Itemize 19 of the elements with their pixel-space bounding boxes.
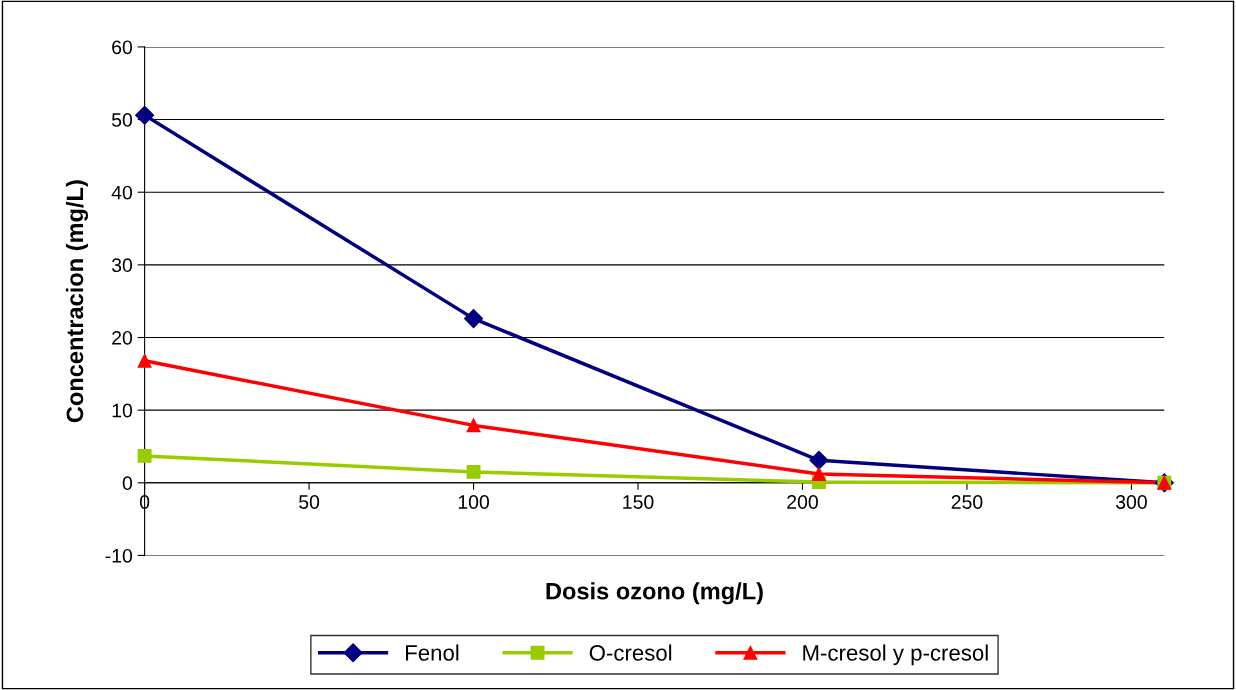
y-tick-label: 60 (112, 40, 133, 55)
y-tick-label: 30 (111, 258, 133, 273)
y-tick-label: 20 (112, 330, 133, 345)
legend-label: Fenol (406, 644, 459, 661)
x-tick-label: 250 (951, 495, 983, 509)
x-tick-label: 100 (458, 495, 490, 509)
x-tick-label: 200 (787, 495, 818, 509)
x-tick-label: 50 (299, 495, 320, 509)
x-tick-label: 300 (1115, 495, 1147, 509)
y-tick-label: 0 (122, 476, 133, 491)
y-tick-label: 10 (112, 403, 133, 418)
y-tick-label: -10 (105, 548, 133, 563)
x-tick-label: 150 (623, 495, 654, 509)
legend-label: M-cresol y p-cresol (803, 644, 988, 666)
x-axis-title: Dosis ozono (mg/L) (546, 582, 763, 605)
y-tick-label: 50 (111, 113, 133, 127)
y-tick-label: 40 (111, 185, 133, 200)
legend-label: O-cresol (589, 644, 672, 661)
y-axis-title: Concentracion (mg/L) (65, 180, 89, 423)
